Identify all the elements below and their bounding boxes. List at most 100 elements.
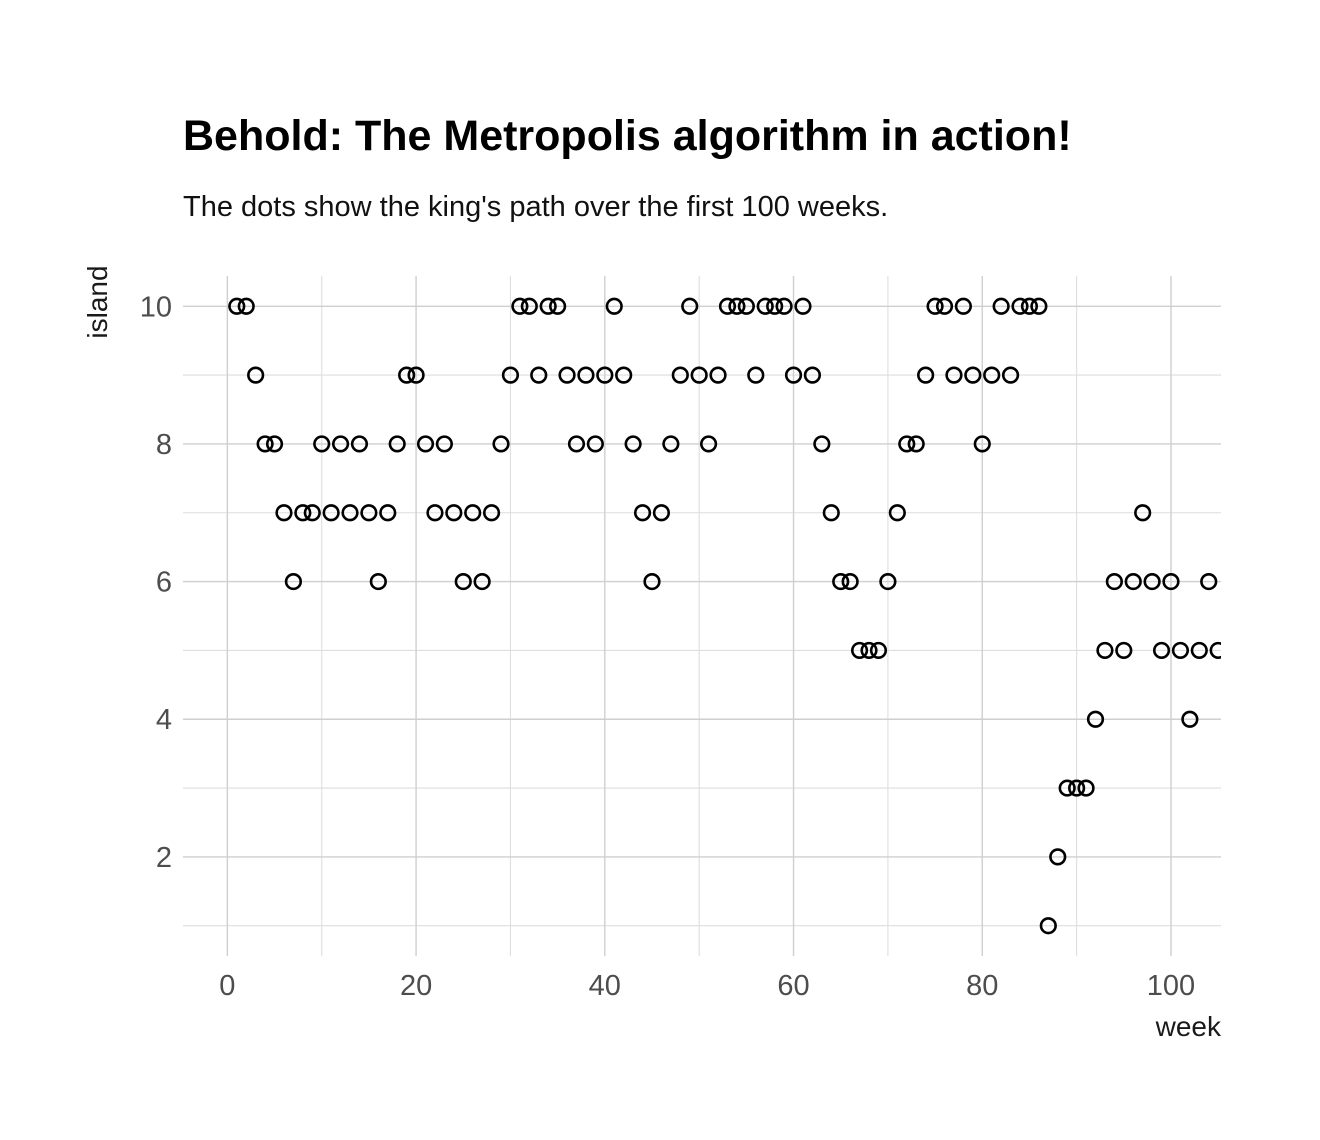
data-point	[596, 366, 614, 384]
data-point	[964, 366, 982, 384]
data-point	[671, 366, 689, 384]
data-point	[1049, 848, 1067, 866]
data-point	[700, 435, 718, 453]
data-point	[662, 435, 680, 453]
data-point	[388, 435, 406, 453]
data-point	[1209, 641, 1221, 660]
data-point	[1190, 641, 1208, 660]
data-point	[832, 572, 850, 591]
data-point	[511, 297, 529, 315]
data-point	[681, 297, 699, 315]
y-tick-label: 4	[156, 704, 172, 736]
data-point	[228, 297, 246, 315]
data-point	[303, 504, 321, 522]
data-point	[954, 297, 972, 315]
data-point	[860, 641, 878, 660]
data-point	[435, 435, 453, 453]
data-point	[992, 297, 1010, 315]
data-point	[567, 435, 586, 453]
data-point	[473, 572, 491, 591]
data-point	[945, 366, 963, 384]
data-point	[577, 366, 595, 384]
data-point	[237, 297, 255, 315]
minor-gridlines	[183, 276, 1221, 956]
data-point	[464, 504, 482, 522]
y-axis-tick-labels: 2 4 6 8 10	[140, 291, 172, 874]
data-point	[445, 504, 463, 522]
y-axis-title: island	[82, 265, 113, 338]
data-point	[1200, 572, 1218, 591]
data-point	[256, 435, 274, 453]
y-tick-label: 10	[140, 291, 172, 323]
data-point	[935, 297, 954, 315]
data-point	[482, 504, 501, 522]
data-point	[983, 366, 1001, 384]
data-point	[822, 504, 840, 522]
plot-subtitle: The dots show the king's path over the f…	[183, 191, 888, 223]
data-point	[322, 504, 340, 522]
data-point	[369, 572, 387, 591]
data-point	[284, 572, 303, 591]
data-point	[690, 366, 708, 384]
data-point	[539, 297, 557, 315]
data-point	[605, 297, 623, 315]
data-point	[492, 435, 510, 453]
data-point	[1143, 572, 1161, 591]
data-point	[850, 641, 869, 660]
data-point	[416, 435, 435, 453]
data-point	[1134, 504, 1152, 522]
data-point	[784, 366, 803, 384]
data-point	[973, 435, 991, 453]
data-point	[1105, 572, 1123, 591]
data-point	[747, 366, 765, 384]
data-point	[1039, 917, 1057, 935]
data-point	[454, 572, 472, 591]
data-point	[407, 366, 425, 384]
data-point	[652, 504, 671, 522]
data-point	[1001, 366, 1020, 384]
x-axis-tick-labels: 0 20 40 60 80 100	[219, 970, 1195, 1002]
data-point	[294, 504, 312, 522]
data-point	[1096, 641, 1114, 660]
data-point	[558, 366, 576, 384]
x-tick-label: 60	[777, 970, 809, 1002]
data-point	[275, 504, 293, 522]
y-tick-label: 8	[156, 429, 172, 461]
data-point	[265, 435, 284, 453]
data-points	[228, 297, 1221, 935]
data-point	[360, 504, 378, 522]
data-point	[341, 504, 359, 522]
data-point	[794, 297, 812, 315]
data-point	[766, 297, 784, 315]
data-point	[917, 366, 935, 384]
data-point	[331, 435, 350, 453]
data-point	[350, 435, 369, 453]
data-point	[426, 504, 444, 522]
data-point	[549, 297, 567, 315]
data-point	[775, 297, 793, 315]
data-point	[586, 435, 604, 453]
data-point	[1162, 572, 1180, 591]
data-point	[633, 504, 652, 522]
data-point	[1077, 779, 1095, 797]
data-point	[888, 504, 906, 522]
data-point	[898, 435, 916, 453]
x-tick-label: 40	[589, 970, 621, 1002]
data-point	[813, 435, 831, 453]
data-point	[643, 572, 661, 591]
data-point	[1058, 779, 1076, 797]
data-point	[398, 366, 416, 384]
x-tick-label: 20	[400, 970, 432, 1002]
data-point	[520, 297, 538, 315]
data-point	[728, 297, 746, 315]
data-point	[1171, 641, 1190, 660]
data-point	[926, 297, 944, 315]
x-tick-label: 0	[219, 970, 235, 1002]
data-point	[313, 435, 331, 453]
data-point	[879, 572, 897, 591]
data-point	[247, 366, 265, 384]
data-point	[615, 366, 633, 384]
